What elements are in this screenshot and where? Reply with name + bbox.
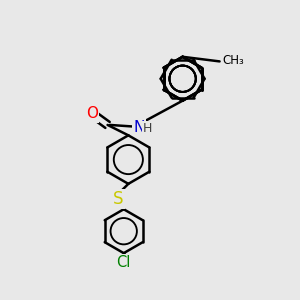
Text: Cl: Cl [116,255,131,270]
Text: O: O [86,106,98,121]
Text: N: N [133,120,144,135]
Text: S: S [113,190,123,208]
Text: H: H [143,122,152,135]
Text: CH₃: CH₃ [222,54,244,67]
